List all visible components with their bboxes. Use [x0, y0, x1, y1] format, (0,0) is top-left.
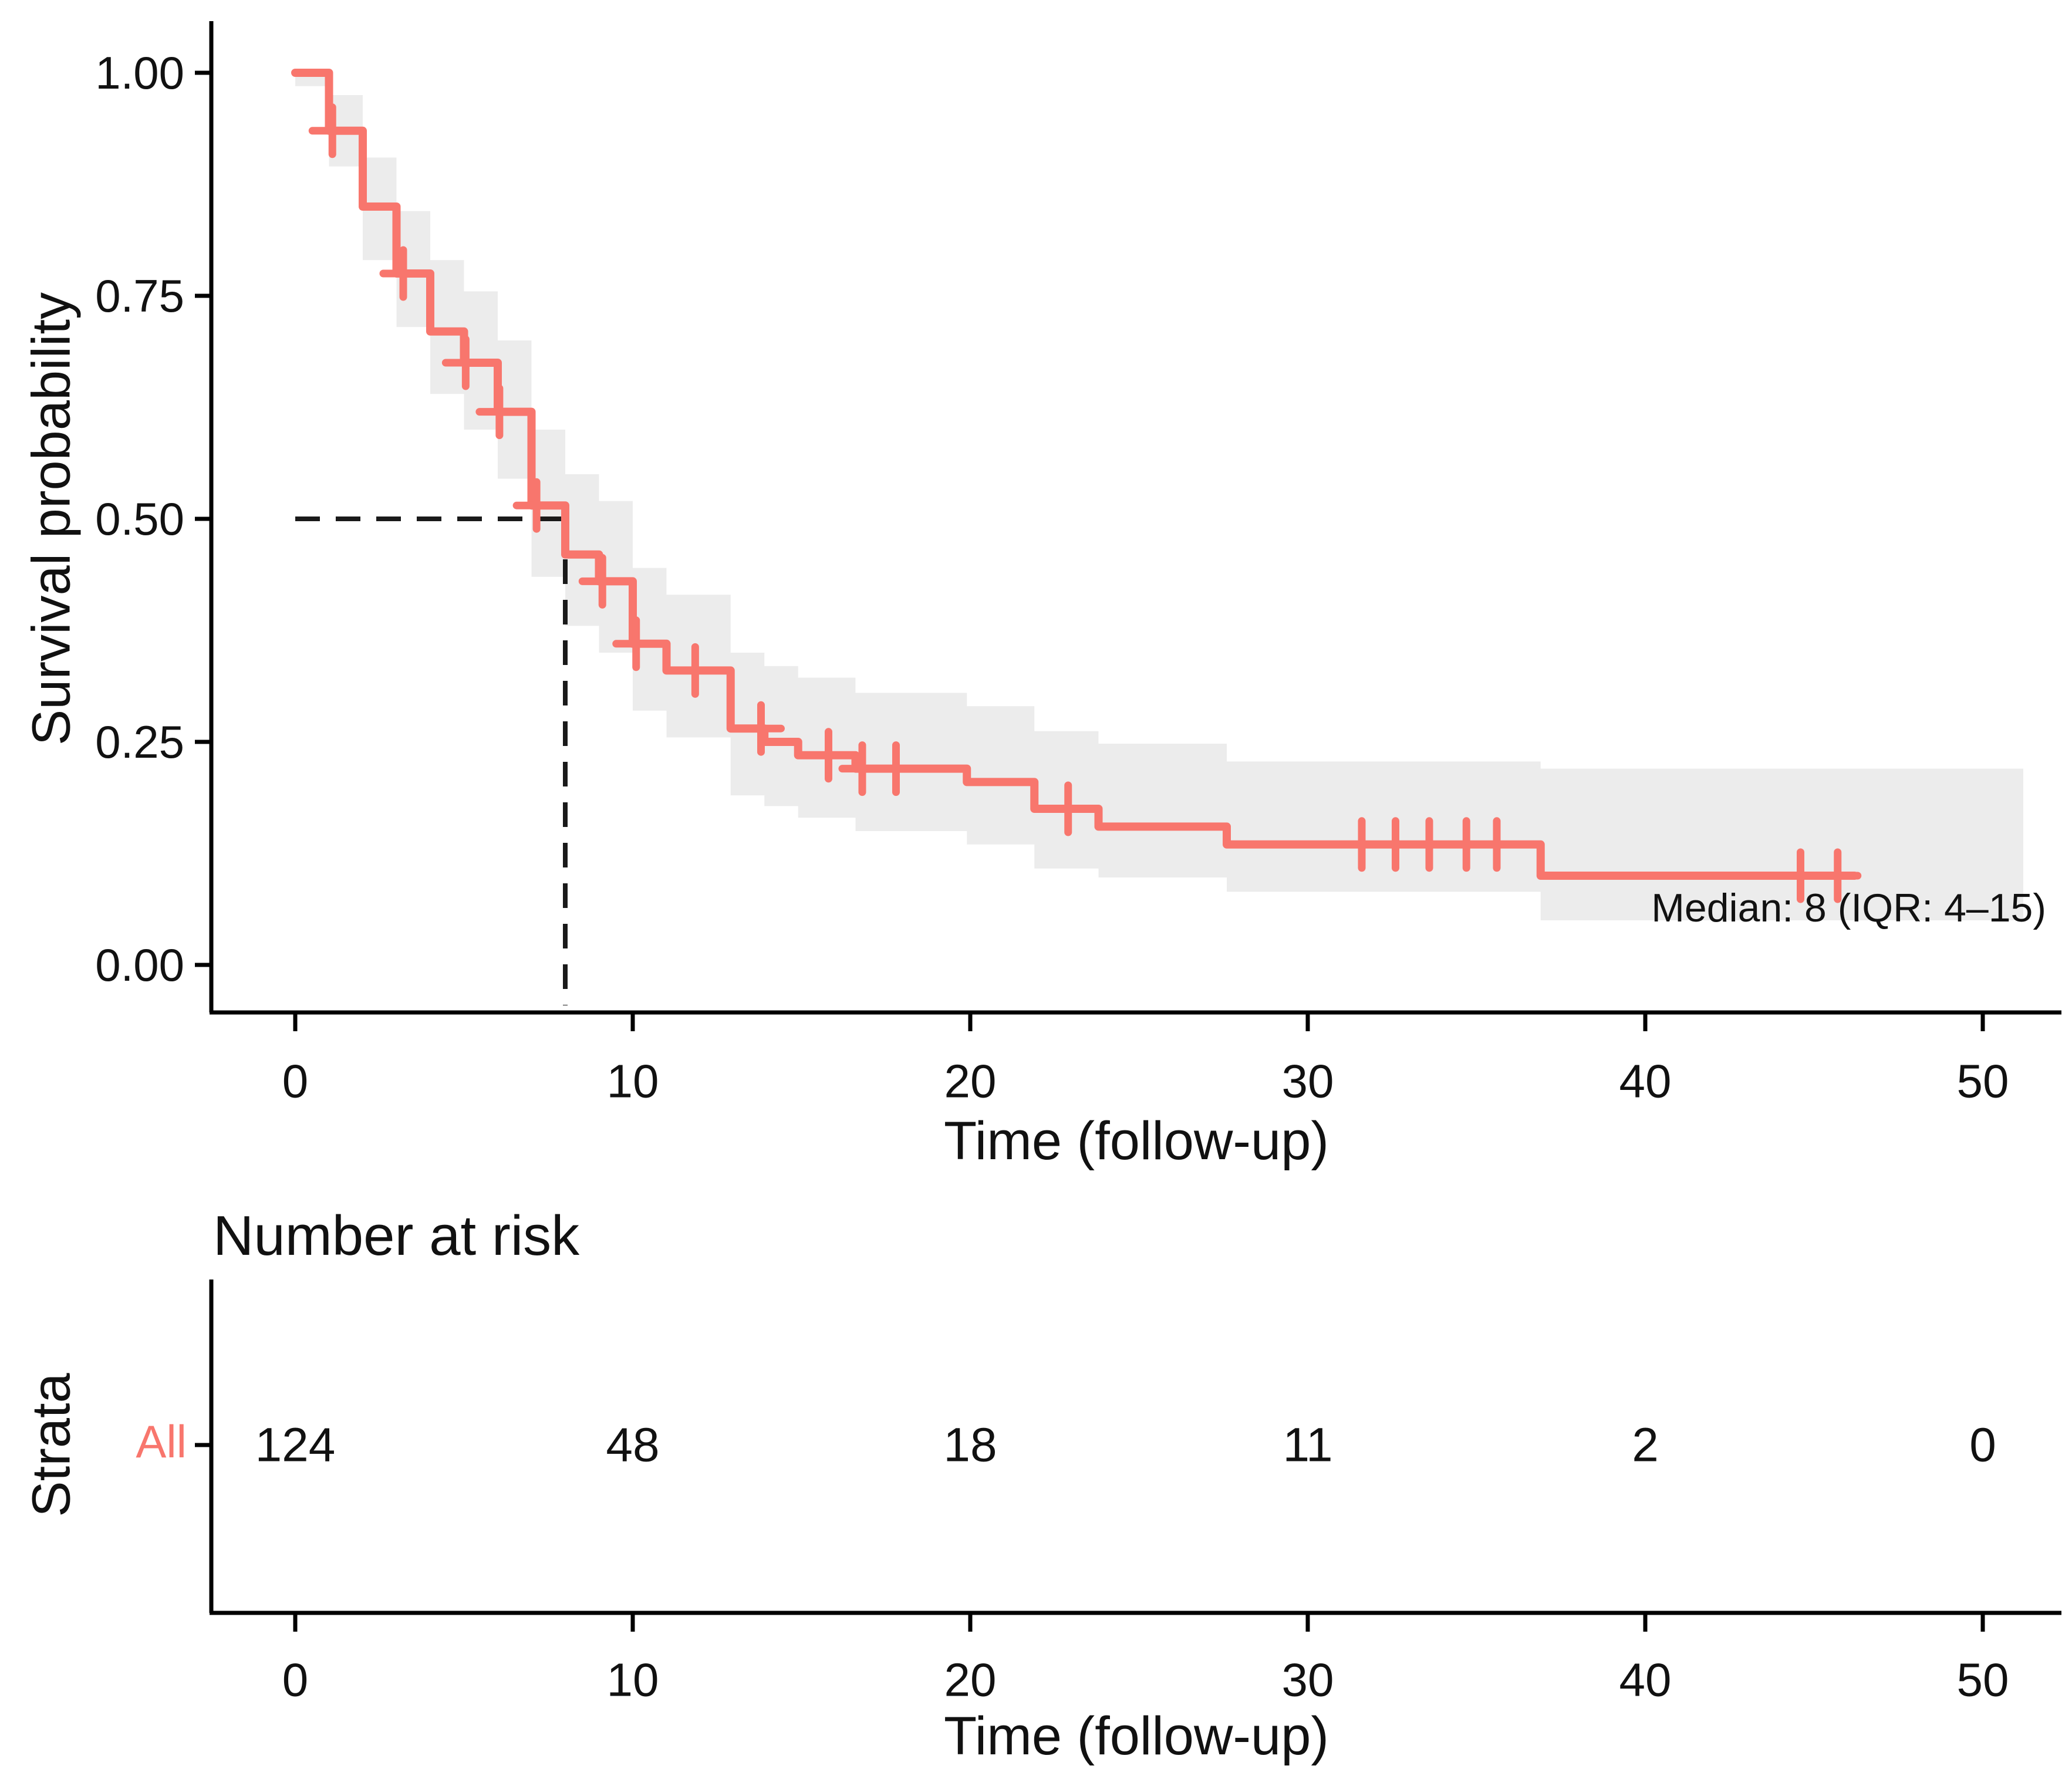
confidence-band-segment: [1098, 744, 1227, 878]
censor-plus-mark: [805, 728, 852, 783]
x-axis-tick-label: 30: [1282, 1055, 1334, 1108]
risk-x-tick-label: 10: [607, 1654, 659, 1706]
risk-x-tick-label: 40: [1619, 1654, 1672, 1706]
censor-plus-mark: [379, 246, 427, 301]
censor-plus-mark: [1044, 781, 1092, 836]
censor-plus-mark: [612, 616, 660, 671]
confidence-band-segment: [967, 706, 1035, 845]
risk-count-value: 2: [1632, 1419, 1659, 1472]
risk-count-value: 124: [255, 1419, 336, 1472]
censor-plus-mark: [1405, 817, 1453, 872]
risk-count-value: 48: [606, 1419, 659, 1472]
strata-axis-title: Strata: [21, 1373, 82, 1517]
y-axis-tick-label: 0.75: [95, 270, 184, 322]
censor-plus-mark: [475, 384, 524, 440]
censor-plus-mark: [1777, 848, 1824, 903]
y-axis-tick-label: 0.25: [95, 716, 184, 768]
risk-x-tick-label: 50: [1957, 1654, 2009, 1706]
risk-count-value: 11: [1283, 1419, 1332, 1472]
median-annotation: Median: 8 (IQR: 4–15): [1651, 886, 2046, 930]
confidence-band-segment: [855, 693, 967, 831]
censor-plus-mark: [441, 335, 490, 390]
risk-x-tick-label: 0: [282, 1654, 309, 1706]
censor-plus-mark: [1814, 848, 1862, 903]
number-at-risk-title: Number at risk: [213, 1204, 580, 1267]
strata-row-label-all: All: [136, 1416, 187, 1467]
y-axis-title: Survival probability: [21, 292, 82, 746]
x-axis-tick-label: 0: [282, 1055, 309, 1108]
risk-count-value: 18: [943, 1419, 997, 1472]
confidence-band-segment: [565, 474, 599, 626]
censor-plus-mark: [671, 643, 719, 698]
censor-plus-mark: [512, 478, 561, 533]
y-axis-tick-label: 0.50: [95, 493, 184, 545]
x-axis-tick-label: 20: [944, 1055, 997, 1108]
confidence-band-segment: [1227, 761, 1541, 892]
confidence-band-segment: [430, 260, 464, 394]
confidence-band-segment: [764, 666, 798, 806]
x-axis-tick-label: 10: [607, 1055, 659, 1108]
x-axis-tick-label: 50: [1957, 1055, 2009, 1108]
x-axis-title-risk: Time (follow-up): [943, 1706, 1329, 1766]
censor-plus-mark: [578, 553, 626, 609]
censor-plus-mark: [1473, 817, 1521, 872]
censor-plus-mark: [872, 741, 920, 796]
confidence-band-segment: [1540, 768, 2023, 920]
x-axis-tick-label: 40: [1619, 1055, 1672, 1108]
censor-plus-mark: [308, 103, 356, 158]
y-axis-tick-label: 0.00: [95, 939, 184, 991]
x-axis-title-main: Time (follow-up): [943, 1111, 1329, 1171]
risk-count-value: 0: [1969, 1419, 1996, 1472]
risk-x-tick-label: 20: [944, 1654, 997, 1706]
censor-plus-mark: [737, 701, 785, 756]
y-axis-tick-label: 1.00: [95, 47, 184, 99]
risk-x-tick-label: 30: [1282, 1654, 1334, 1706]
